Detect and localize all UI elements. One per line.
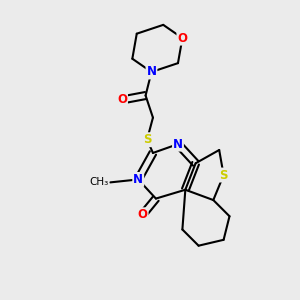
Text: O: O [138,208,148,221]
Text: CH₃: CH₃ [89,177,109,188]
Text: N: N [133,173,143,186]
Text: O: O [177,32,188,45]
Text: S: S [219,169,228,182]
Text: N: N [146,65,157,79]
Text: O: O [117,93,127,106]
Text: N: N [173,138,183,151]
Text: S: S [143,133,151,146]
